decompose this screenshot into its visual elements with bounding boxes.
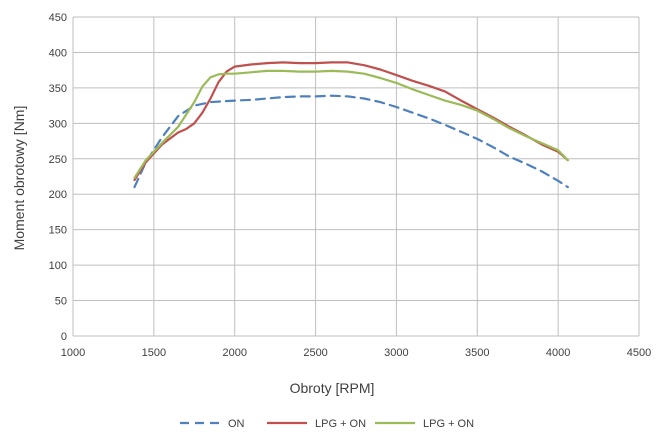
x-tick-label: 1000 — [61, 347, 85, 359]
legend: ON LPG + ON LPG + ON — [180, 418, 474, 430]
legend-label-1: LPG + ON — [315, 418, 366, 430]
x-tick-label: 4000 — [546, 347, 570, 359]
x-tick-label: 2000 — [222, 347, 246, 359]
y-tick-label: 450 — [49, 12, 67, 24]
x-tick-label: 4500 — [627, 347, 651, 359]
grid — [72, 16, 640, 337]
series-line-1 — [133, 61, 569, 182]
series-lines — [133, 61, 569, 189]
y-tick-label: 400 — [49, 47, 67, 59]
legend-label-0: ON — [228, 418, 245, 430]
y-tick-label: 100 — [49, 260, 67, 272]
y-axis-title: Moment obrotowy [Nm] — [11, 106, 27, 251]
y-tick-label: 350 — [49, 83, 67, 95]
series-line-2 — [133, 69, 569, 179]
x-axis-title: Obroty [RPM] — [290, 380, 375, 396]
y-tick-label: 0 — [61, 331, 67, 343]
x-tick-label: 3500 — [465, 347, 489, 359]
y-tick-label: 300 — [49, 118, 67, 130]
series-line-0 — [133, 94, 569, 189]
tick-labels: 0 50 100 150 200 250 300 350 400 450 1000 1500 2000 2… — [49, 12, 652, 359]
y-tick-label: 150 — [49, 225, 67, 237]
legend-label-2: LPG + ON — [423, 418, 474, 430]
y-tick-label: 50 — [55, 296, 67, 308]
x-tick-label: 1500 — [142, 347, 166, 359]
x-tick-label: 2500 — [303, 347, 327, 359]
y-tick-label: 250 — [49, 154, 67, 166]
x-tick-label: 3000 — [384, 347, 408, 359]
y-tick-label: 200 — [49, 189, 67, 201]
